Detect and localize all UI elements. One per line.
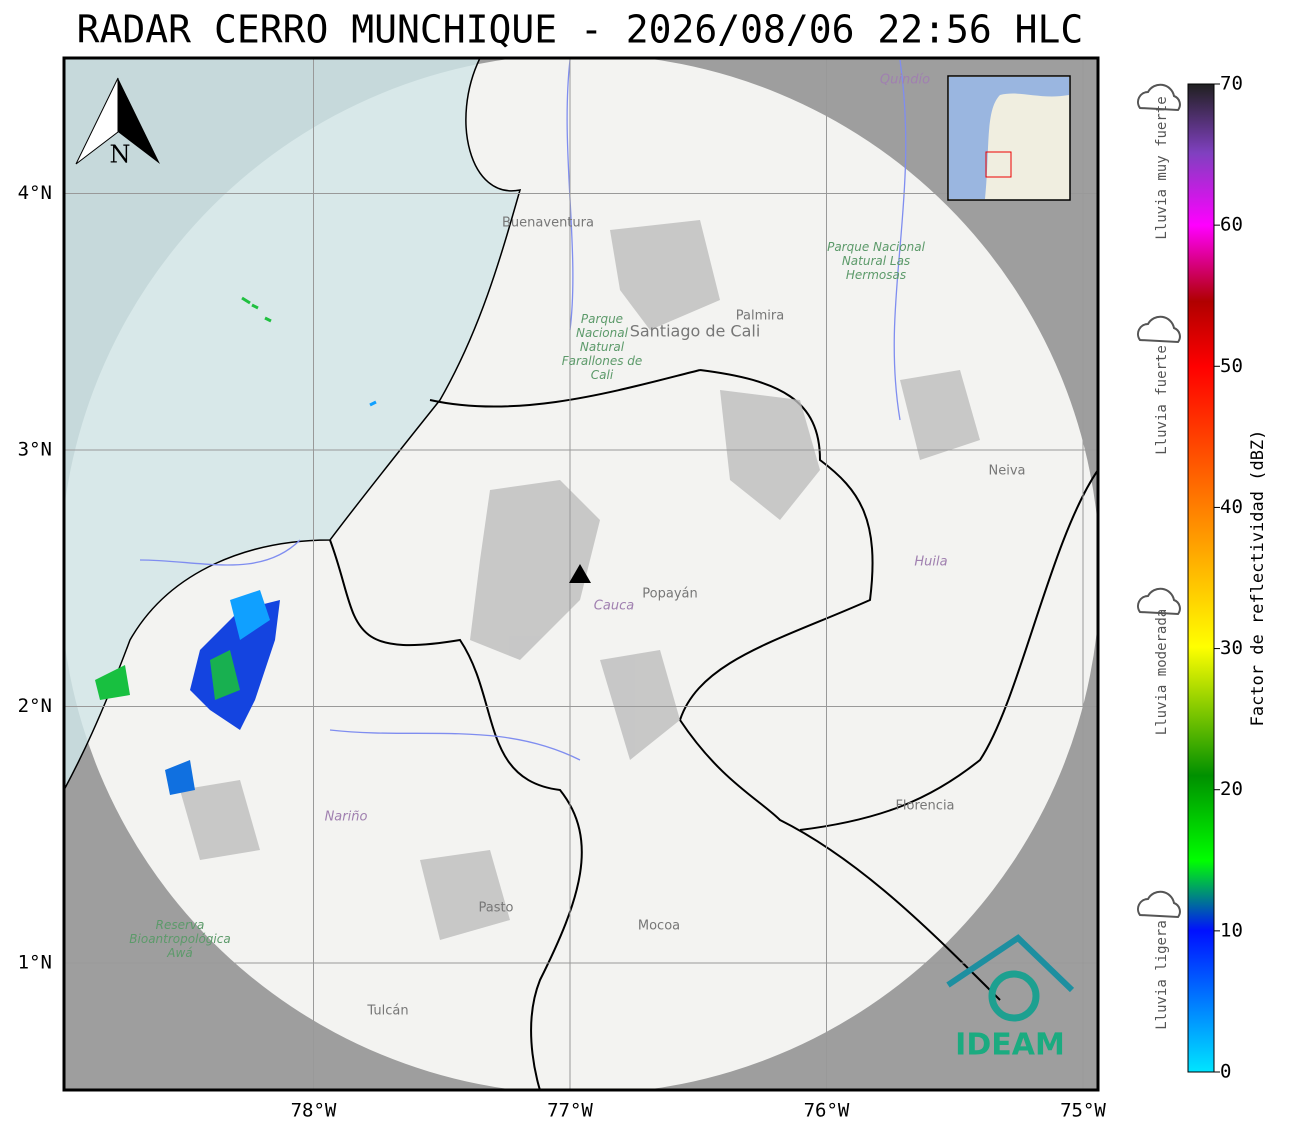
title: RADAR CERRO MUNCHIQUE - 2026/08/06 22:56…	[77, 8, 1084, 52]
colorbar-tick-label: 0	[1220, 1061, 1231, 1083]
lat-tick-label: 3°N	[18, 439, 52, 461]
colorbar-tick-label: 50	[1220, 355, 1243, 377]
coastline	[64, 58, 522, 791]
lon-tick-label: 77°W	[547, 1100, 593, 1122]
park-text: Parque Nacional Natural Las Hermosas	[827, 240, 925, 282]
place-label: Mocoa	[638, 919, 680, 934]
cloud-icon	[1137, 890, 1181, 919]
park-label: Parque Nacional Natural Farallones de Ca…	[561, 312, 643, 382]
colorbar-tick-label: 60	[1220, 214, 1243, 236]
basins	[180, 220, 980, 940]
colorbar-tick-label: 30	[1220, 637, 1243, 659]
rain-category: Lluvia moderada	[1154, 609, 1170, 735]
cloud-icon	[1137, 587, 1181, 616]
place-label: Palmira	[736, 309, 784, 324]
logo-text: IDEAM	[955, 1028, 1065, 1063]
boundaries	[329, 369, 1098, 1090]
map: Buenaventura Santiago de Cali Palmira Po…	[64, 58, 1098, 1090]
axis-ticks: 4°N 3°N 2°N 1°N 78°W 77°W 76°W 75°W	[18, 182, 1107, 1122]
colorbar-tick-label: 40	[1220, 496, 1243, 518]
rain-category: Lluvia fuerte	[1154, 345, 1170, 455]
park-text: Reserva Bioantropológica Awá	[129, 918, 231, 960]
colorbar-tick-label: 10	[1220, 919, 1243, 941]
rain-categories: Lluvia muy fuerte Lluvia fuerte Lluvia mod…	[1137, 83, 1181, 1030]
rain-category: Lluvia ligera	[1154, 920, 1170, 1030]
place-label: Nariño	[325, 810, 368, 825]
ocean-in-range	[64, 58, 520, 790]
lat-tick-label: 2°N	[18, 695, 52, 717]
park-label: Parque Nacional Natural Las Hermosas	[827, 240, 925, 282]
cloud-icon	[1137, 315, 1181, 344]
place-label: Neiva	[989, 464, 1026, 479]
radar-echoes	[95, 296, 377, 795]
place-label: Santiago de Cali	[630, 322, 761, 341]
cloud-icon	[1137, 83, 1181, 112]
inset-map	[947, 75, 1071, 201]
logo: IDEAM	[946, 934, 1075, 1063]
lat-tick-label: 4°N	[18, 182, 52, 204]
place-label: Pasto	[478, 901, 513, 916]
place-label: Popayán	[642, 587, 697, 602]
place-label: Quindío	[880, 73, 930, 88]
rain-category: Lluvia muy fuerte	[1154, 96, 1170, 239]
lat-tick-label: 1°N	[18, 952, 52, 974]
radar-site	[569, 564, 591, 583]
colorbar-tick-label: 20	[1220, 778, 1243, 800]
colorbar-label: Factor de reflectividad (dBZ)	[1248, 430, 1268, 727]
park-text: Parque Nacional Natural Farallones de Ca…	[561, 312, 643, 382]
map-frame	[62, 56, 1100, 1092]
place-label: Tulcán	[366, 1004, 408, 1019]
north-arrow: N	[75, 77, 160, 169]
lon-tick-label: 76°W	[804, 1100, 850, 1122]
colorbar-tick-label: 70	[1220, 73, 1243, 95]
north-label: N	[110, 141, 131, 169]
place-label: Cauca	[594, 599, 634, 614]
place-label: Buenaventura	[502, 216, 594, 231]
colorbar	[1187, 83, 1215, 1073]
place-label: Huila	[914, 555, 947, 570]
lon-tick-label: 75°W	[1060, 1100, 1106, 1122]
lon-tick-label: 78°W	[291, 1100, 337, 1122]
place-label: Florencia	[895, 799, 954, 814]
park-label: Reserva Bioantropológica Awá	[129, 918, 231, 960]
